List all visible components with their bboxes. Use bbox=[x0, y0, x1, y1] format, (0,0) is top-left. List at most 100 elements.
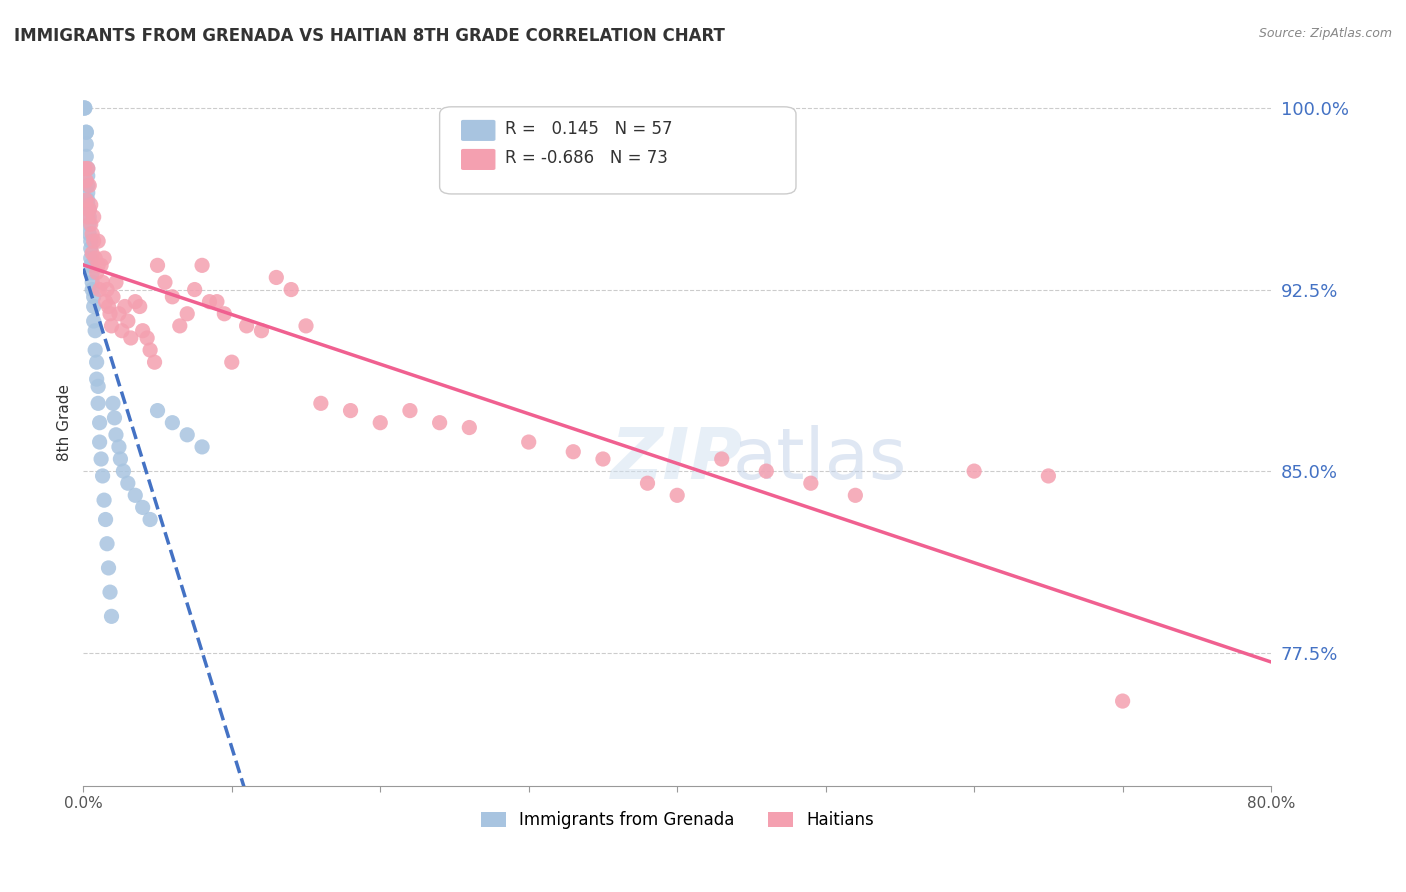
Point bbox=[84, 343, 107, 357]
Point bbox=[592, 452, 614, 467]
Point bbox=[666, 488, 689, 502]
Point bbox=[90, 452, 112, 467]
Point bbox=[191, 258, 214, 272]
Point bbox=[75, 137, 97, 152]
Point bbox=[114, 300, 136, 314]
Point bbox=[429, 416, 451, 430]
Point bbox=[100, 318, 122, 333]
Point bbox=[93, 493, 115, 508]
Point bbox=[104, 427, 127, 442]
Point bbox=[117, 314, 139, 328]
Text: Source: ZipAtlas.com: Source: ZipAtlas.com bbox=[1258, 27, 1392, 40]
Point bbox=[755, 464, 778, 478]
Point bbox=[75, 125, 97, 139]
Text: atlas: atlas bbox=[733, 425, 907, 493]
Point bbox=[80, 234, 103, 248]
Point bbox=[76, 161, 98, 176]
Text: ZIP: ZIP bbox=[612, 425, 744, 493]
Point bbox=[75, 149, 97, 163]
Point bbox=[97, 561, 120, 575]
Point bbox=[124, 488, 146, 502]
Point bbox=[124, 294, 146, 309]
Text: R =   0.145   N = 57: R = 0.145 N = 57 bbox=[505, 120, 672, 137]
Point bbox=[75, 193, 97, 207]
Point bbox=[98, 585, 121, 599]
Point bbox=[146, 403, 169, 417]
Point bbox=[96, 283, 118, 297]
Point bbox=[89, 416, 111, 430]
Point bbox=[76, 210, 98, 224]
FancyBboxPatch shape bbox=[461, 120, 495, 141]
Point bbox=[83, 234, 105, 248]
Point bbox=[86, 266, 108, 280]
Point bbox=[76, 161, 98, 176]
Point bbox=[82, 275, 104, 289]
Point bbox=[562, 444, 585, 458]
Point bbox=[86, 372, 108, 386]
Point bbox=[101, 290, 124, 304]
Point bbox=[205, 294, 228, 309]
Point bbox=[83, 290, 105, 304]
Point bbox=[87, 379, 110, 393]
Point bbox=[82, 246, 104, 260]
Point bbox=[76, 198, 98, 212]
Point bbox=[82, 266, 104, 280]
Point bbox=[214, 307, 236, 321]
Text: IMMIGRANTS FROM GRENADA VS HAITIAN 8TH GRADE CORRELATION CHART: IMMIGRANTS FROM GRENADA VS HAITIAN 8TH G… bbox=[14, 27, 725, 45]
Point bbox=[87, 396, 110, 410]
Point bbox=[89, 435, 111, 450]
Point bbox=[399, 403, 422, 417]
Point bbox=[72, 101, 94, 115]
Point bbox=[191, 440, 214, 454]
Point bbox=[86, 355, 108, 369]
Point bbox=[82, 283, 104, 297]
FancyBboxPatch shape bbox=[461, 149, 495, 170]
Point bbox=[73, 101, 96, 115]
Point bbox=[83, 300, 105, 314]
Point bbox=[100, 609, 122, 624]
Point bbox=[162, 290, 184, 304]
Y-axis label: 8th Grade: 8th Grade bbox=[58, 384, 72, 461]
Point bbox=[80, 258, 103, 272]
Point bbox=[101, 396, 124, 410]
Point bbox=[97, 300, 120, 314]
Point bbox=[87, 258, 110, 272]
Point bbox=[94, 294, 117, 309]
Point bbox=[104, 275, 127, 289]
Point bbox=[83, 210, 105, 224]
Point bbox=[75, 125, 97, 139]
Point bbox=[84, 251, 107, 265]
Point bbox=[77, 217, 100, 231]
Point bbox=[87, 234, 110, 248]
Point bbox=[110, 452, 132, 467]
Point bbox=[77, 178, 100, 193]
Point bbox=[800, 476, 823, 491]
Point bbox=[1038, 469, 1060, 483]
Point bbox=[295, 318, 318, 333]
Point bbox=[96, 537, 118, 551]
Point bbox=[84, 324, 107, 338]
Point bbox=[153, 275, 176, 289]
Point bbox=[82, 227, 104, 241]
Point bbox=[183, 283, 205, 297]
Point bbox=[963, 464, 986, 478]
Point bbox=[108, 440, 131, 454]
Point bbox=[117, 476, 139, 491]
Point bbox=[91, 275, 114, 289]
Point bbox=[76, 178, 98, 193]
Point bbox=[143, 355, 166, 369]
Point bbox=[339, 403, 361, 417]
Point bbox=[73, 101, 96, 115]
Point bbox=[73, 161, 96, 176]
Point bbox=[146, 258, 169, 272]
Point bbox=[637, 476, 659, 491]
Point bbox=[1111, 694, 1133, 708]
Point bbox=[176, 427, 198, 442]
Point bbox=[77, 210, 100, 224]
Point bbox=[93, 251, 115, 265]
Point bbox=[139, 512, 162, 526]
Point bbox=[176, 307, 198, 321]
Point bbox=[139, 343, 162, 357]
Point bbox=[76, 193, 98, 207]
Point bbox=[89, 283, 111, 297]
